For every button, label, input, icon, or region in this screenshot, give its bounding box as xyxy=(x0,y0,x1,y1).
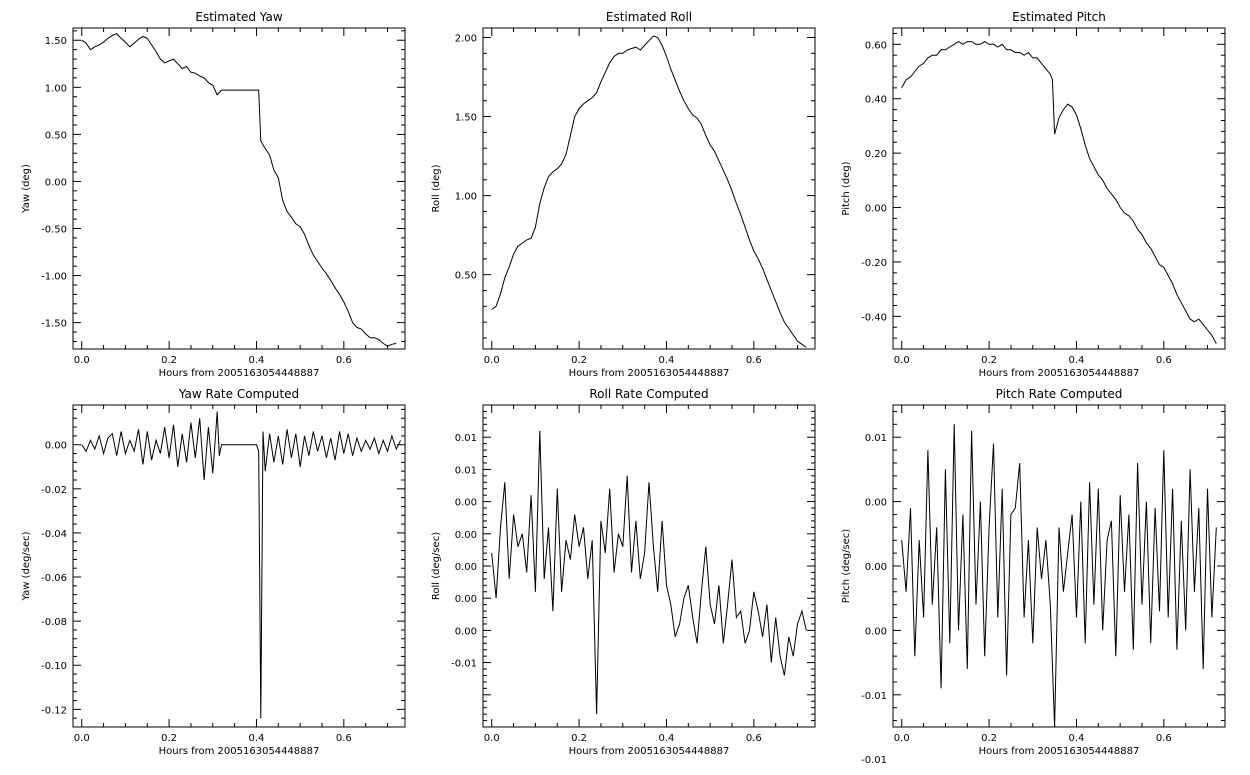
x-tick-label: 0.0 xyxy=(894,355,910,366)
y-tick-label: 0.40 xyxy=(865,95,887,106)
series-line-1 xyxy=(491,35,807,348)
x-tick-label: 0.0 xyxy=(74,733,90,744)
x-axis-label: Hours from 2005163054448887 xyxy=(159,746,320,757)
y-axis-label: Roll (deg/sec) xyxy=(431,532,442,600)
series-line-1 xyxy=(81,411,402,719)
y-tick-label: 0.50 xyxy=(45,130,67,141)
y-tick-label: 0.00 xyxy=(865,204,887,215)
y-tick-label: -0.12 xyxy=(41,705,67,716)
x-tick-label: 0.2 xyxy=(571,355,587,366)
y-tick-label: -0.01 xyxy=(451,659,477,670)
x-tick-label: 0.4 xyxy=(659,733,675,744)
y-tick-label: 0.00 xyxy=(45,441,67,452)
y-tick-label: 0.00 xyxy=(45,177,67,188)
x-axis-label: Hours from 2005163054448887 xyxy=(159,368,320,379)
y-tick-label: 0.00 xyxy=(865,562,887,573)
series-line-1 xyxy=(81,32,397,347)
x-tick-label: 0.0 xyxy=(484,355,500,366)
y-axis-label: Yaw (deg) xyxy=(21,164,32,214)
y-tick-label: 0.00 xyxy=(455,626,477,637)
chart-title: Estimated Yaw xyxy=(195,10,282,24)
y-tick-label: 1.50 xyxy=(455,113,477,124)
plot-frame xyxy=(482,27,816,350)
y-tick-label: 0.00 xyxy=(455,562,477,573)
chart-title: Yaw Rate Computed xyxy=(178,387,299,401)
y-tick-label: 0.00 xyxy=(455,498,477,509)
y-tick-label: -0.06 xyxy=(41,573,67,584)
plot-frame xyxy=(72,404,406,728)
y-tick-label: 0.00 xyxy=(865,626,887,637)
y-tick-label: 1.50 xyxy=(45,36,67,47)
x-axis-label: Hours from 2005163054448887 xyxy=(569,368,730,379)
y-tick-label: 0.20 xyxy=(865,149,887,160)
y-tick-label: 1.00 xyxy=(45,83,67,94)
series-line-1 xyxy=(901,41,1217,344)
x-tick-label: 0.2 xyxy=(161,733,177,744)
x-tick-label: 0.2 xyxy=(981,355,997,366)
x-tick-label: 0.6 xyxy=(336,733,352,744)
chart-panel-5: Roll Rate Computed Hours from 20051630544… xyxy=(431,387,816,757)
x-tick-label: 0.4 xyxy=(249,355,265,366)
y-tick-label: 0.01 xyxy=(455,433,477,444)
x-tick-label: 0.2 xyxy=(571,733,587,744)
y-tick-label: -0.08 xyxy=(41,617,67,628)
x-tick-label: 0.4 xyxy=(659,355,675,366)
y-tick-label: 0.01 xyxy=(865,433,887,444)
x-tick-label: 0.6 xyxy=(746,733,762,744)
y-tick-label: 1.00 xyxy=(455,192,477,203)
x-axis-label: Hours from 2005163054448887 xyxy=(569,746,730,757)
x-tick-label: 0.4 xyxy=(1069,733,1085,744)
plot-frame xyxy=(892,27,1226,350)
series-line-1 xyxy=(491,430,807,715)
y-tick-label: -1.00 xyxy=(41,272,67,283)
y-tick-label: 0.01 xyxy=(455,465,477,476)
y-tick-label: -0.10 xyxy=(41,661,67,672)
y-tick-label: -0.50 xyxy=(41,225,67,236)
x-tick-label: 0.0 xyxy=(894,733,910,744)
chart-panel-3: Estimated Pitch Hours from 20051630544488… xyxy=(841,10,1226,379)
chart-title: Estimated Pitch xyxy=(1012,10,1106,24)
chart-title: Roll Rate Computed xyxy=(589,387,708,401)
chart-title: Estimated Roll xyxy=(606,10,692,24)
plot-frame xyxy=(892,404,1226,728)
y-tick-label: 2.00 xyxy=(455,33,477,44)
x-tick-label: 0.2 xyxy=(981,733,997,744)
x-tick-label: 0.2 xyxy=(161,355,177,366)
y-tick-label: 0.00 xyxy=(455,530,477,541)
x-axis-label: Hours from 2005163054448887 xyxy=(979,746,1140,757)
x-tick-label: 0.6 xyxy=(336,355,352,366)
chart-panel-2: Estimated Roll Hours from 200516305444888… xyxy=(431,10,816,379)
y-tick-label: -0.01 xyxy=(861,691,887,702)
y-tick-label: 0.00 xyxy=(865,498,887,509)
x-tick-label: 0.0 xyxy=(484,733,500,744)
x-tick-label: 0.0 xyxy=(74,355,90,366)
x-axis-label: Hours from 2005163054448887 xyxy=(979,368,1140,379)
plot-frame xyxy=(72,27,406,350)
y-tick-label: -0.01 xyxy=(861,755,887,766)
chart-title: Pitch Rate Computed xyxy=(996,387,1123,401)
y-tick-label: -0.02 xyxy=(41,485,67,496)
y-tick-label: -0.40 xyxy=(861,312,887,323)
y-axis-label: Pitch (deg/sec) xyxy=(841,529,852,604)
x-tick-label: 0.6 xyxy=(1156,355,1172,366)
y-tick-label: -1.50 xyxy=(41,319,67,330)
y-tick-label: -0.04 xyxy=(41,529,67,540)
y-tick-label: 0.50 xyxy=(455,271,477,282)
chart-panel-4: Yaw Rate Computed Hours from 200516305444… xyxy=(21,387,406,757)
y-axis-label: Roll (deg) xyxy=(431,164,442,212)
y-tick-label: -0.20 xyxy=(861,258,887,269)
chart-panel-6: Pitch Rate Computed Hours from 2005163054… xyxy=(841,387,1226,766)
chart-panel-1: Estimated Yaw Hours from 2005163054448887… xyxy=(21,10,406,379)
x-tick-label: 0.4 xyxy=(1069,355,1085,366)
x-tick-label: 0.6 xyxy=(1156,733,1172,744)
series-line-1 xyxy=(901,424,1217,728)
x-tick-label: 0.4 xyxy=(249,733,265,744)
plot-frame xyxy=(482,404,816,728)
x-tick-label: 0.6 xyxy=(746,355,762,366)
y-axis-label: Yaw (deg/sec) xyxy=(21,531,32,601)
y-tick-label: 0.60 xyxy=(865,40,887,51)
y-tick-label: 0.00 xyxy=(455,594,477,605)
y-axis-label: Pitch (deg) xyxy=(841,161,852,215)
